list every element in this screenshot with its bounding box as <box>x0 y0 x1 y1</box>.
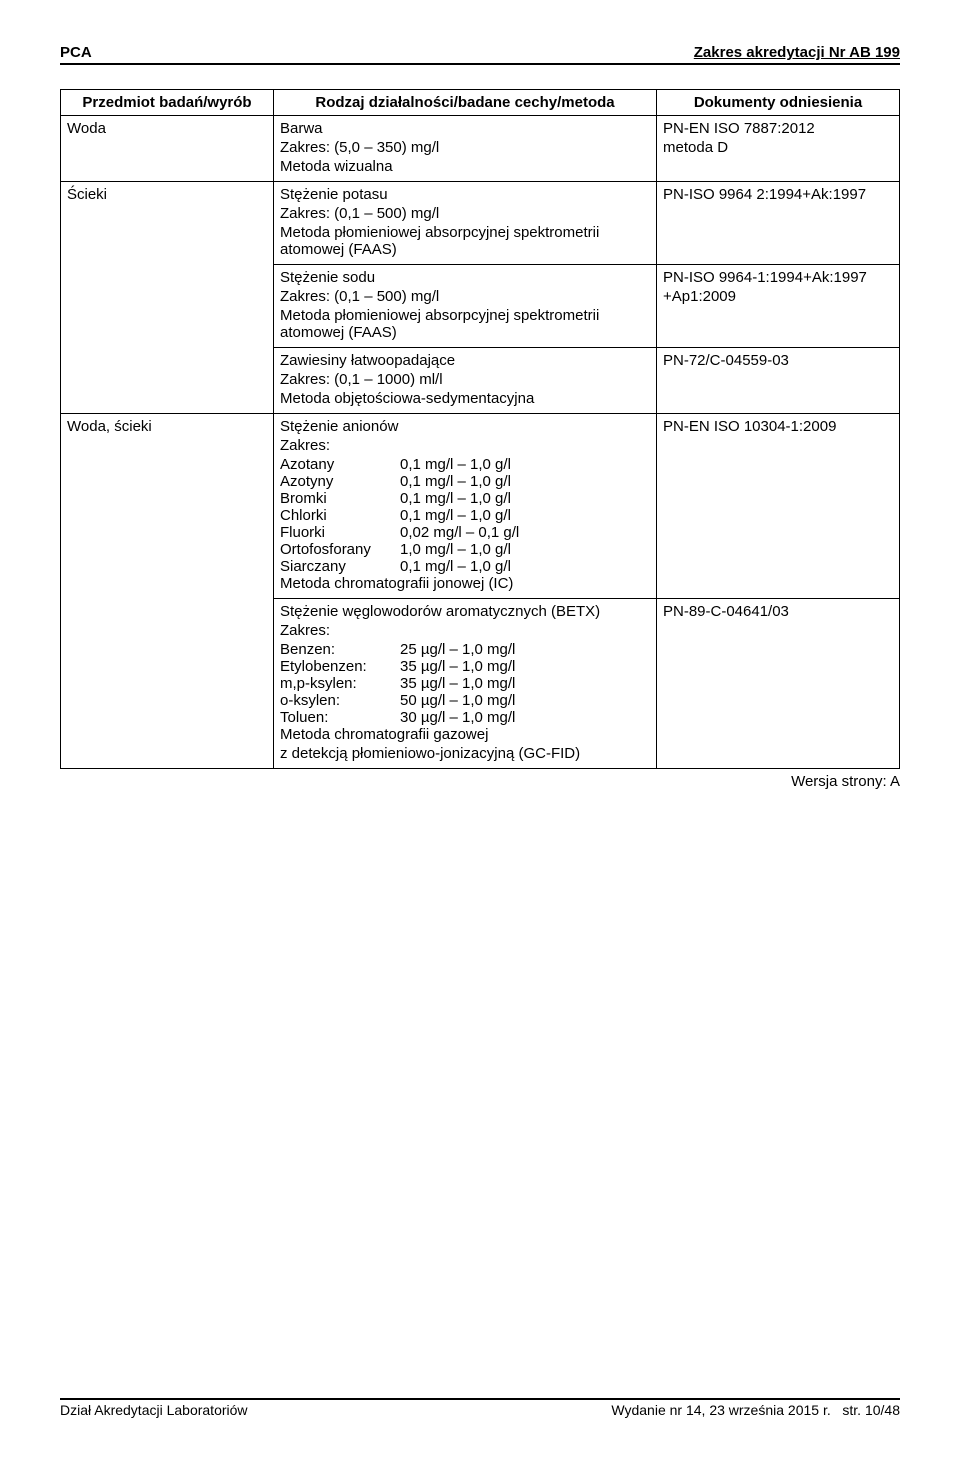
version-note: Wersja strony: A <box>60 773 900 790</box>
pair-value: 0,1 mg/l – 1,0 g/l <box>400 490 650 507</box>
pair-key: Fluorki <box>280 524 400 541</box>
cell-docs: PN-89-C-04641/03 <box>657 599 900 769</box>
cell-docs: PN-ISO 9964-1:1994+Ak:1997 +Ap1:2009 <box>657 265 900 348</box>
cell-docs: PN-EN ISO 10304-1:2009 <box>657 414 900 599</box>
method-pair: Toluen:30 µg/l – 1,0 mg/l <box>280 709 650 726</box>
table-row: Woda, ściekiStężenie anionówZakres:Azota… <box>61 414 900 599</box>
method-pair: Azotany0,1 mg/l – 1,0 g/l <box>280 456 650 473</box>
method-pair: Azotyny0,1 mg/l – 1,0 g/l <box>280 473 650 490</box>
cell-method: Zawiesiny łatwoopadające Zakres: (0,1 – 1… <box>274 348 657 414</box>
accreditation-table: Przedmiot badań/wyrób Rodzaj działalnośc… <box>60 89 900 769</box>
method-pair: Siarczany0,1 mg/l – 1,0 g/l <box>280 558 650 575</box>
pair-value: 0,1 mg/l – 1,0 g/l <box>400 507 650 524</box>
method-line: Stężenie węglowodorów aromatycznych (BET… <box>280 603 650 620</box>
method-line: z detekcją płomieniowo-jonizacyjną (GC-F… <box>280 745 650 762</box>
doc-line: +Ap1:2009 <box>663 288 893 305</box>
pair-key: Azotany <box>280 456 400 473</box>
pair-value: 35 µg/l – 1,0 mg/l <box>400 675 650 692</box>
pair-key: Chlorki <box>280 507 400 524</box>
method-line: Zakres: (5,0 – 350) mg/l <box>280 139 650 156</box>
cell-method: Stężenie sodu Zakres: (0,1 – 500) mg/l Met… <box>274 265 657 348</box>
pair-key: o-ksylen: <box>280 692 400 709</box>
method-line: Stężenie anionów <box>280 418 650 435</box>
page-footer: Dział Akredytacji Laboratoriów Wydanie n… <box>60 1398 900 1418</box>
method-line: Barwa <box>280 120 650 137</box>
table-row: ŚciekiStężenie potasuZakres: (0,1 – 500)… <box>61 182 900 265</box>
pair-value: 0,1 mg/l – 1,0 g/l <box>400 473 650 490</box>
method-pair: Benzen:25 µg/l – 1,0 mg/l <box>280 641 650 658</box>
method-pair: Bromki0,1 mg/l – 1,0 g/l <box>280 490 650 507</box>
method-pair: Fluorki0,02 mg/l – 0,1 g/l <box>280 524 650 541</box>
footer-left: Dział Akredytacji Laboratoriów <box>60 1402 248 1418</box>
method-line: Zakres: <box>280 437 650 454</box>
cell-method: Stężenie anionówZakres:Azotany0,1 mg/l –… <box>274 414 657 599</box>
method-line: Metoda płomieniowej absorpcyjnej spektro… <box>280 224 650 258</box>
method-line: Metoda płomieniowej absorpcyjnej spektro… <box>280 307 650 341</box>
pair-key: Siarczany <box>280 558 400 575</box>
doc-line: PN-72/C-04559-03 <box>663 352 893 369</box>
method-pair: m,p-ksylen:35 µg/l – 1,0 mg/l <box>280 675 650 692</box>
method-line: Metoda wizualna <box>280 158 650 175</box>
th-docs: Dokumenty odniesienia <box>657 90 900 116</box>
doc-line: PN-ISO 9964-1:1994+Ak:1997 <box>663 269 893 286</box>
method-line: Stężenie sodu <box>280 269 650 286</box>
cell-method: Barwa Zakres: (5,0 – 350) mg/l Metoda wizu… <box>274 116 657 182</box>
pair-value: 0,02 mg/l – 0,1 g/l <box>400 524 650 541</box>
cell-subject: Woda <box>61 116 274 182</box>
page-header: PCA Zakres akredytacji Nr AB 199 <box>60 44 900 65</box>
header-right: Zakres akredytacji Nr AB 199 <box>694 44 900 61</box>
doc-line: PN-EN ISO 10304-1:2009 <box>663 418 893 435</box>
cell-subject: Ścieki <box>61 182 274 414</box>
method-line: Stężenie potasu <box>280 186 650 203</box>
doc-line: PN-EN ISO 7887:2012 <box>663 120 893 137</box>
cell-docs: PN-ISO 9964 2:1994+Ak:1997 <box>657 182 900 265</box>
pair-value: 1,0 mg/l – 1,0 g/l <box>400 541 650 558</box>
method-pair: Ortofosforany1,0 mg/l – 1,0 g/l <box>280 541 650 558</box>
method-pair: Chlorki0,1 mg/l – 1,0 g/l <box>280 507 650 524</box>
method-line: Zakres: (0,1 – 500) mg/l <box>280 205 650 222</box>
cell-docs: PN-72/C-04559-03 <box>657 348 900 414</box>
pair-value: 0,1 mg/l – 1,0 g/l <box>400 456 650 473</box>
th-subject: Przedmiot badań/wyrób <box>61 90 274 116</box>
doc-line: PN-89-C-04641/03 <box>663 603 893 620</box>
header-left: PCA <box>60 44 92 61</box>
cell-subject: Woda, ścieki <box>61 414 274 769</box>
method-line: Metoda objętościowa-sedymentacyjna <box>280 390 650 407</box>
pair-value: 30 µg/l – 1,0 mg/l <box>400 709 650 726</box>
doc-line: metoda D <box>663 139 893 156</box>
cell-method: Stężenie potasu Zakres: (0,1 – 500) mg/l M… <box>274 182 657 265</box>
method-line: Zakres: (0,1 – 500) mg/l <box>280 288 650 305</box>
pair-key: Etylobenzen: <box>280 658 400 675</box>
pair-value: 0,1 mg/l – 1,0 g/l <box>400 558 650 575</box>
table-row: Woda Barwa Zakres: (5,0 – 350) mg/l Metoda … <box>61 116 900 182</box>
pair-key: Ortofosforany <box>280 541 400 558</box>
method-line: Metoda chromatografii jonowej (IC) <box>280 575 650 592</box>
pair-value: 25 µg/l – 1,0 mg/l <box>400 641 650 658</box>
footer-center: Wydanie nr 14, 23 września 2015 r. str. … <box>611 1402 900 1418</box>
pair-key: m,p-ksylen: <box>280 675 400 692</box>
method-line: Zakres: (0,1 – 1000) ml/l <box>280 371 650 388</box>
cell-docs: PN-EN ISO 7887:2012 metoda D <box>657 116 900 182</box>
th-method: Rodzaj działalności/badane cechy/metoda <box>274 90 657 116</box>
pair-value: 50 µg/l – 1,0 mg/l <box>400 692 650 709</box>
method-line: Zakres: <box>280 622 650 639</box>
pair-value: 35 µg/l – 1,0 mg/l <box>400 658 650 675</box>
method-pair: o-ksylen:50 µg/l – 1,0 mg/l <box>280 692 650 709</box>
pair-key: Azotyny <box>280 473 400 490</box>
pair-key: Bromki <box>280 490 400 507</box>
pair-key: Benzen: <box>280 641 400 658</box>
pair-key: Toluen: <box>280 709 400 726</box>
method-pair: Etylobenzen:35 µg/l – 1,0 mg/l <box>280 658 650 675</box>
doc-line: PN-ISO 9964 2:1994+Ak:1997 <box>663 186 893 203</box>
method-line: Zawiesiny łatwoopadające <box>280 352 650 369</box>
method-line: Metoda chromatografii gazowej <box>280 726 650 743</box>
cell-method: Stężenie węglowodorów aromatycznych (BET… <box>274 599 657 769</box>
